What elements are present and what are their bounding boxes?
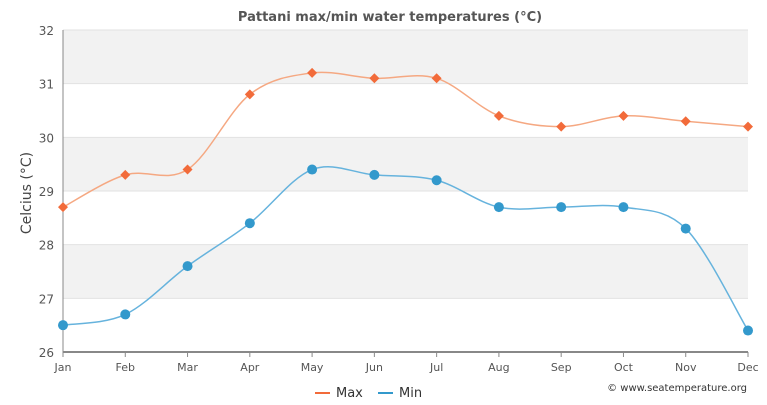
- y-tick-label: 28: [39, 239, 54, 253]
- data-point-max[interactable]: [58, 202, 68, 213]
- data-point-max[interactable]: [182, 164, 193, 175]
- axes: [62, 30, 748, 353]
- y-tick-label: 27: [39, 292, 54, 306]
- x-axis-ticks: Jan Feb Mar Apr May Jun Jul Aug Sep Oct Nov Dec: [54, 352, 759, 374]
- data-point-min[interactable]: [743, 325, 753, 336]
- chart-title: Pattani max/min water temperatures (°C): [238, 10, 542, 25]
- data-point-max[interactable]: [120, 169, 131, 180]
- x-tick-label: Sep: [551, 361, 572, 374]
- plot-band: [63, 244, 748, 299]
- data-point-max[interactable]: [680, 116, 691, 127]
- data-point-min[interactable]: [556, 202, 567, 213]
- y-tick-label: 32: [39, 24, 54, 38]
- x-tick-label: Nov: [675, 361, 697, 374]
- x-tick-label: May: [301, 361, 324, 374]
- data-point-min[interactable]: [431, 175, 442, 186]
- data-point-max[interactable]: [244, 89, 255, 100]
- credit-text: © www.seatemperature.org: [607, 383, 747, 394]
- series-max: [58, 67, 753, 213]
- data-point-min[interactable]: [307, 164, 318, 175]
- x-tick-label: Apr: [240, 361, 260, 374]
- y-axis-ticks: 26 27 28 29 30 31 32: [39, 24, 54, 360]
- plot-band: [63, 83, 748, 138]
- x-tick-label: Oct: [614, 361, 634, 374]
- y-tick-label: 26: [39, 346, 54, 360]
- x-tick-label: Mar: [177, 361, 198, 374]
- x-tick-label: Jun: [365, 361, 383, 374]
- data-point-min[interactable]: [680, 223, 691, 234]
- plot-band: [63, 191, 748, 245]
- data-point-min[interactable]: [618, 202, 629, 213]
- data-point-max[interactable]: [743, 121, 753, 132]
- legend-item-max[interactable]: Max: [315, 386, 363, 401]
- data-point-min[interactable]: [58, 320, 68, 331]
- legend: Max Min: [315, 386, 422, 401]
- x-tick-label: Jan: [54, 361, 72, 374]
- series-min: [58, 164, 753, 336]
- data-point-min[interactable]: [182, 261, 193, 272]
- plot-band: [63, 137, 748, 191]
- data-point-max[interactable]: [556, 121, 567, 132]
- data-point-min[interactable]: [493, 202, 504, 213]
- plot-band: [63, 30, 748, 84]
- x-tick-label: Feb: [116, 361, 135, 374]
- x-tick-label: Dec: [737, 361, 758, 374]
- x-tick-label: Jul: [429, 361, 443, 374]
- y-tick-label: 31: [39, 78, 54, 92]
- data-point-min[interactable]: [244, 218, 255, 229]
- data-point-max[interactable]: [431, 73, 442, 84]
- legend-label-min: Min: [399, 386, 422, 401]
- y-tick-label: 29: [39, 185, 54, 199]
- plot-band: [63, 298, 748, 352]
- data-point-max[interactable]: [618, 110, 629, 121]
- y-tick-label: 30: [39, 131, 54, 145]
- legend-item-min[interactable]: Min: [378, 386, 422, 401]
- data-point-max[interactable]: [493, 110, 504, 121]
- legend-label-max: Max: [336, 386, 363, 401]
- data-point-max[interactable]: [369, 73, 380, 84]
- data-point-min[interactable]: [120, 309, 131, 320]
- data-point-max[interactable]: [307, 67, 318, 78]
- plot-background-bands: [63, 30, 748, 352]
- data-point-min[interactable]: [369, 169, 380, 180]
- series-line-min: [62, 166, 749, 331]
- x-tick-label: Aug: [488, 361, 509, 374]
- y-axis-label: Celcius (°C): [19, 152, 35, 234]
